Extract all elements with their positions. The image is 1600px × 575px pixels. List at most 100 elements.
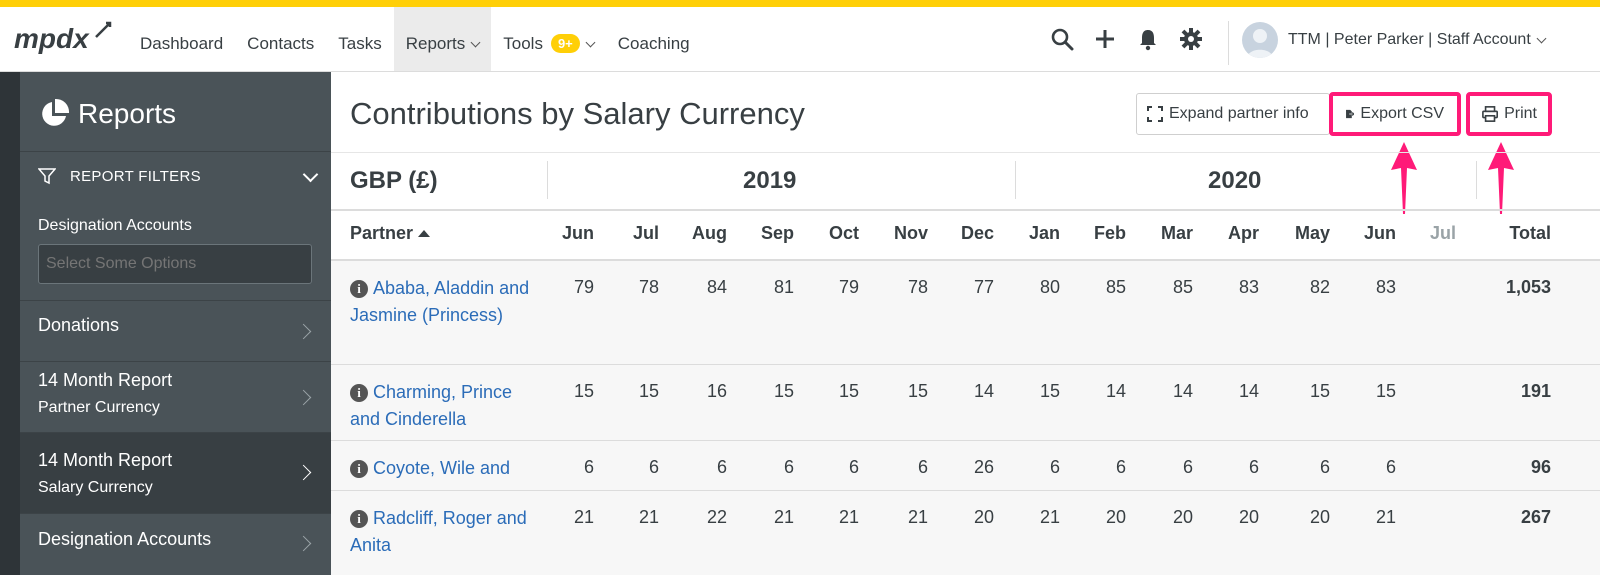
main-content: Contributions by Salary Currency Expand … — [331, 72, 1600, 575]
year-label-2019: 2019 — [743, 167, 797, 194]
pie-chart-icon — [42, 98, 70, 126]
cell-value: 16 — [706, 381, 727, 401]
sidebar-item-14-month-salary[interactable]: 14 Month Report Salary Currency — [20, 433, 331, 513]
table-row: i Radcliff, Roger and Anita 21 21 22 21 2… — [331, 491, 1600, 575]
cell-value: 15 — [907, 381, 928, 401]
tools-badge: 9+ — [550, 33, 580, 53]
table-row: i Coyote, Wile and 6 6 6 6 6 6 26 6 6 6 6… — [331, 441, 1600, 491]
chevron-right-icon — [295, 323, 312, 340]
cell-value: 21 — [573, 507, 594, 527]
file-export-icon — [1346, 109, 1355, 119]
nav-contacts[interactable]: Contacts — [247, 34, 315, 53]
chevron-right-icon — [295, 535, 312, 552]
sidebar-divider — [20, 432, 331, 433]
cell-value: 21 — [907, 507, 928, 527]
cell-value: 82 — [1309, 277, 1330, 297]
cell-value: 81 — [773, 277, 794, 297]
search-icon[interactable] — [1050, 27, 1074, 51]
sidebar-panel: Reports REPORT FILTERS Designation Accou… — [20, 72, 331, 575]
nav-tasks[interactable]: Tasks — [338, 34, 382, 53]
row-total: 191 — [1520, 381, 1551, 401]
cell-value: 79 — [573, 277, 594, 297]
bell-icon[interactable] — [1136, 27, 1160, 51]
cell-value: 78 — [638, 277, 659, 297]
cell-value: 14 — [973, 381, 994, 401]
month-header: Jan — [1028, 223, 1060, 243]
arrow-up-icon — [1488, 142, 1514, 214]
info-icon[interactable]: i — [350, 510, 368, 528]
cell-value: 20 — [1238, 507, 1259, 527]
cell-value: 6 — [1049, 457, 1060, 477]
cell-value: 6 — [716, 457, 727, 477]
cell-value: 20 — [1309, 507, 1330, 527]
partner-link[interactable]: i Coyote, Wile and — [350, 455, 550, 482]
cell-value: 83 — [1375, 277, 1396, 297]
chevron-down-icon — [302, 166, 319, 183]
export-highlight-box — [1329, 92, 1461, 136]
nav-divider — [1228, 21, 1229, 65]
designation-accounts-label: Designation Accounts — [38, 217, 192, 234]
cell-value: 6 — [1319, 457, 1330, 477]
cell-value: 15 — [1375, 381, 1396, 401]
total-column-header: Total — [1509, 223, 1551, 243]
plus-icon[interactable] — [1093, 27, 1117, 51]
year-header-row: GBP (£) 2019 2020 — [331, 153, 1600, 209]
month-header: Jun — [1363, 223, 1396, 243]
info-icon[interactable]: i — [350, 384, 368, 402]
partner-link[interactable]: i Ababa, Aladdin and Jasmine (Princess) — [350, 278, 530, 325]
partner-column-header[interactable]: Partner — [350, 223, 431, 244]
gear-icon[interactable] — [1179, 27, 1203, 51]
expand-partner-info-button[interactable]: Expand partner info — [1136, 93, 1330, 135]
cell-value: 20 — [1105, 507, 1126, 527]
nav-reports[interactable]: Reports — [393, 7, 492, 71]
cell-value: 14 — [1172, 381, 1193, 401]
nav-dashboard[interactable]: Dashboard — [140, 34, 224, 53]
table-header-row: Partner Jun Jul Aug Sep Oct Nov Dec Jan … — [331, 211, 1600, 259]
sidebar-item-donations[interactable]: Donations — [20, 301, 331, 361]
cell-value: 14 — [1238, 381, 1259, 401]
table-divider — [331, 209, 1600, 211]
table-top-border — [331, 152, 1600, 153]
cell-value: 77 — [973, 277, 994, 297]
sidebar-divider — [20, 361, 331, 362]
month-header: Oct — [828, 223, 859, 243]
info-icon[interactable]: i — [350, 280, 368, 298]
table-divider — [331, 259, 1600, 261]
cell-value: 21 — [773, 507, 794, 527]
print-button[interactable]: Print — [1471, 93, 1548, 135]
report-filters-toggle[interactable]: REPORT FILTERS — [38, 166, 319, 185]
cell-value: 6 — [648, 457, 659, 477]
cell-value: 83 — [1238, 277, 1259, 297]
cell-value: 21 — [1375, 507, 1396, 527]
chevron-down-icon — [1536, 33, 1547, 43]
cell-value: 15 — [573, 381, 594, 401]
designation-accounts-select[interactable] — [38, 244, 312, 284]
chevron-right-icon — [295, 389, 312, 406]
column-separator — [1476, 161, 1477, 199]
account-menu[interactable]: TTM | Peter Parker | Staff Account — [1242, 21, 1547, 59]
sidebar-divider — [20, 513, 331, 514]
month-header: Sep — [760, 223, 794, 243]
partner-link[interactable]: i Radcliff, Roger and Anita — [350, 508, 527, 555]
month-header: Dec — [960, 223, 994, 243]
month-header: Mar — [1160, 223, 1193, 243]
cell-value: 85 — [1172, 277, 1193, 297]
mpdx-logo[interactable]: mpdx — [14, 19, 114, 59]
sidebar-item-designation-accounts[interactable]: Designation Accounts — [20, 514, 331, 575]
nav-coaching[interactable]: Coaching — [617, 34, 690, 53]
print-highlight-box — [1466, 92, 1552, 136]
info-icon[interactable]: i — [350, 460, 368, 478]
cell-value: 21 — [638, 507, 659, 527]
sidebar-collapse-edge[interactable] — [0, 72, 20, 575]
table-row: i Charming, Prince and Cinderella 15 15 1… — [331, 365, 1600, 441]
nav-tools[interactable]: Tools 9+ — [491, 7, 606, 71]
account-name: TTM | Peter Parker | Staff Account — [1288, 31, 1531, 48]
cell-value: 6 — [1115, 457, 1126, 477]
partner-link[interactable]: i Charming, Prince and Cinderella — [350, 382, 513, 429]
sidebar-item-14-month-partner[interactable]: 14 Month Report Partner Currency — [20, 362, 331, 432]
avatar — [1242, 22, 1278, 58]
cell-value: 20 — [973, 507, 994, 527]
sidebar: Reports REPORT FILTERS Designation Accou… — [0, 72, 331, 575]
month-header: Jul — [632, 223, 659, 243]
cell-value: 15 — [773, 381, 794, 401]
